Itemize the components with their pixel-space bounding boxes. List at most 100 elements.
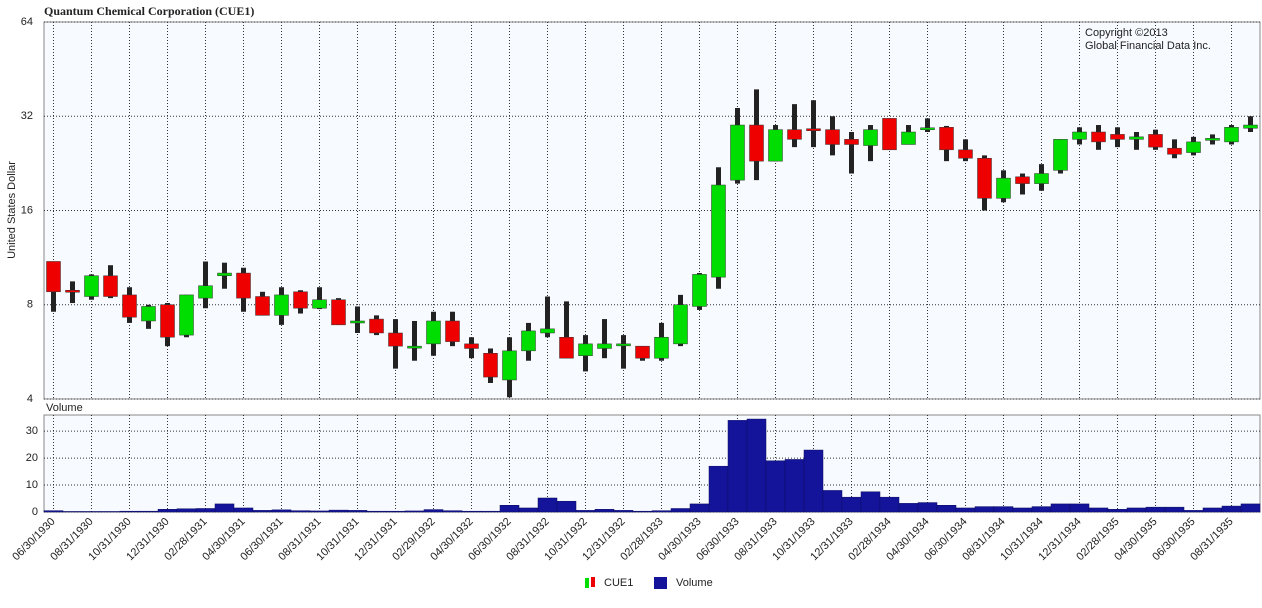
volume-bar	[898, 503, 919, 513]
legend-icon	[585, 578, 589, 588]
candle-body	[977, 157, 992, 199]
volume-bar	[917, 502, 938, 513]
y-tick-label: 64	[21, 16, 33, 28]
annotation: Global Financial Data Inc.	[1085, 40, 1211, 52]
volume-bar	[404, 510, 425, 513]
candle-body	[1243, 124, 1258, 129]
candle-body	[407, 345, 422, 349]
volume-bar	[632, 510, 653, 513]
candle-body	[502, 350, 517, 381]
volume-bar	[1031, 506, 1052, 513]
candle-body	[103, 275, 118, 297]
volume-bar	[347, 510, 368, 513]
y-axis-label: United States Dollar	[6, 161, 18, 259]
candle-body	[1091, 131, 1106, 143]
candle-body	[426, 320, 441, 345]
volume-bar	[746, 418, 767, 513]
candle-body	[122, 294, 137, 318]
volume-bar	[366, 510, 387, 513]
chart-title: Quantum Chemical Corporation (CUE1)	[44, 4, 254, 18]
volume-bar	[1202, 507, 1223, 513]
volume-bar	[157, 509, 178, 513]
price-plot	[43, 21, 1261, 400]
volume-bar	[271, 509, 292, 513]
volume-bar	[214, 503, 235, 513]
volume-bar	[252, 510, 273, 513]
volume-bar	[100, 511, 121, 513]
volume-bar	[974, 506, 995, 513]
candle-body	[768, 129, 783, 162]
volume-title: Volume	[46, 402, 83, 414]
volume-bar	[670, 508, 691, 513]
y-tick-label: 32	[21, 110, 33, 122]
volume-bar	[43, 510, 64, 513]
volume-bar	[233, 507, 254, 513]
candle-body	[730, 124, 745, 181]
candle-body	[369, 318, 384, 334]
candle-body	[711, 184, 726, 278]
y-tick-label: 0	[32, 506, 38, 518]
volume-bar	[1050, 503, 1071, 513]
volume-bar	[1126, 507, 1147, 513]
volume-bar	[290, 510, 311, 513]
volume-bar	[195, 508, 216, 513]
volume-bar	[328, 509, 349, 513]
candle-body	[84, 275, 99, 297]
annotation: Copyright ©2013	[1085, 27, 1168, 39]
volume-bar	[575, 510, 596, 513]
candle-body	[350, 320, 365, 324]
y-tick-label: 10	[26, 479, 38, 491]
y-tick-label: 20	[26, 452, 38, 464]
y-tick-label: 30	[26, 425, 38, 437]
candle-body	[198, 285, 213, 299]
volume-bar	[708, 465, 729, 513]
volume-bar	[423, 509, 444, 513]
volume-bar	[1145, 506, 1166, 513]
candle-body	[1110, 134, 1125, 140]
candle-body	[844, 139, 859, 145]
volume-bar	[1183, 510, 1204, 513]
volume-bar	[784, 459, 805, 513]
candle-body	[312, 299, 327, 309]
candle-body	[464, 343, 479, 349]
candle-body	[331, 299, 346, 326]
candle-body	[1148, 134, 1163, 148]
candle-body	[692, 274, 707, 307]
volume-bar	[613, 510, 634, 513]
candle-body	[863, 129, 878, 146]
candle-body	[141, 306, 156, 322]
volume-bar	[727, 420, 748, 513]
volume-bar	[309, 510, 330, 513]
candle-body	[388, 332, 403, 347]
y-tick-label: 16	[21, 204, 33, 216]
candle-body	[483, 352, 498, 378]
candle-body	[996, 177, 1011, 199]
candle-body	[882, 118, 897, 151]
volume-bar	[803, 449, 824, 513]
candle-body	[635, 345, 650, 359]
volume-bar	[594, 509, 615, 513]
legend-swatch	[654, 577, 667, 589]
volume-bar	[689, 503, 710, 513]
candle-body	[255, 296, 270, 316]
candle-body	[65, 290, 80, 293]
volume-bar	[442, 510, 463, 513]
candle-body	[274, 294, 289, 316]
candle-body	[578, 343, 593, 356]
legend-icon	[591, 577, 595, 587]
volume-bar	[1069, 503, 1090, 513]
volume-bar	[480, 510, 501, 513]
candle-body	[1224, 127, 1239, 143]
candle-body	[445, 320, 460, 342]
volume-bar	[62, 511, 83, 513]
candle-body	[958, 149, 973, 159]
volume-bar	[1012, 507, 1033, 513]
candle-body	[1129, 136, 1144, 140]
legend-label: CUE1	[604, 577, 633, 589]
volume-bar	[1107, 509, 1128, 513]
candle-body	[1186, 141, 1201, 153]
candle-body	[597, 343, 612, 349]
volume-bar	[765, 460, 786, 513]
candle-body	[540, 328, 555, 334]
